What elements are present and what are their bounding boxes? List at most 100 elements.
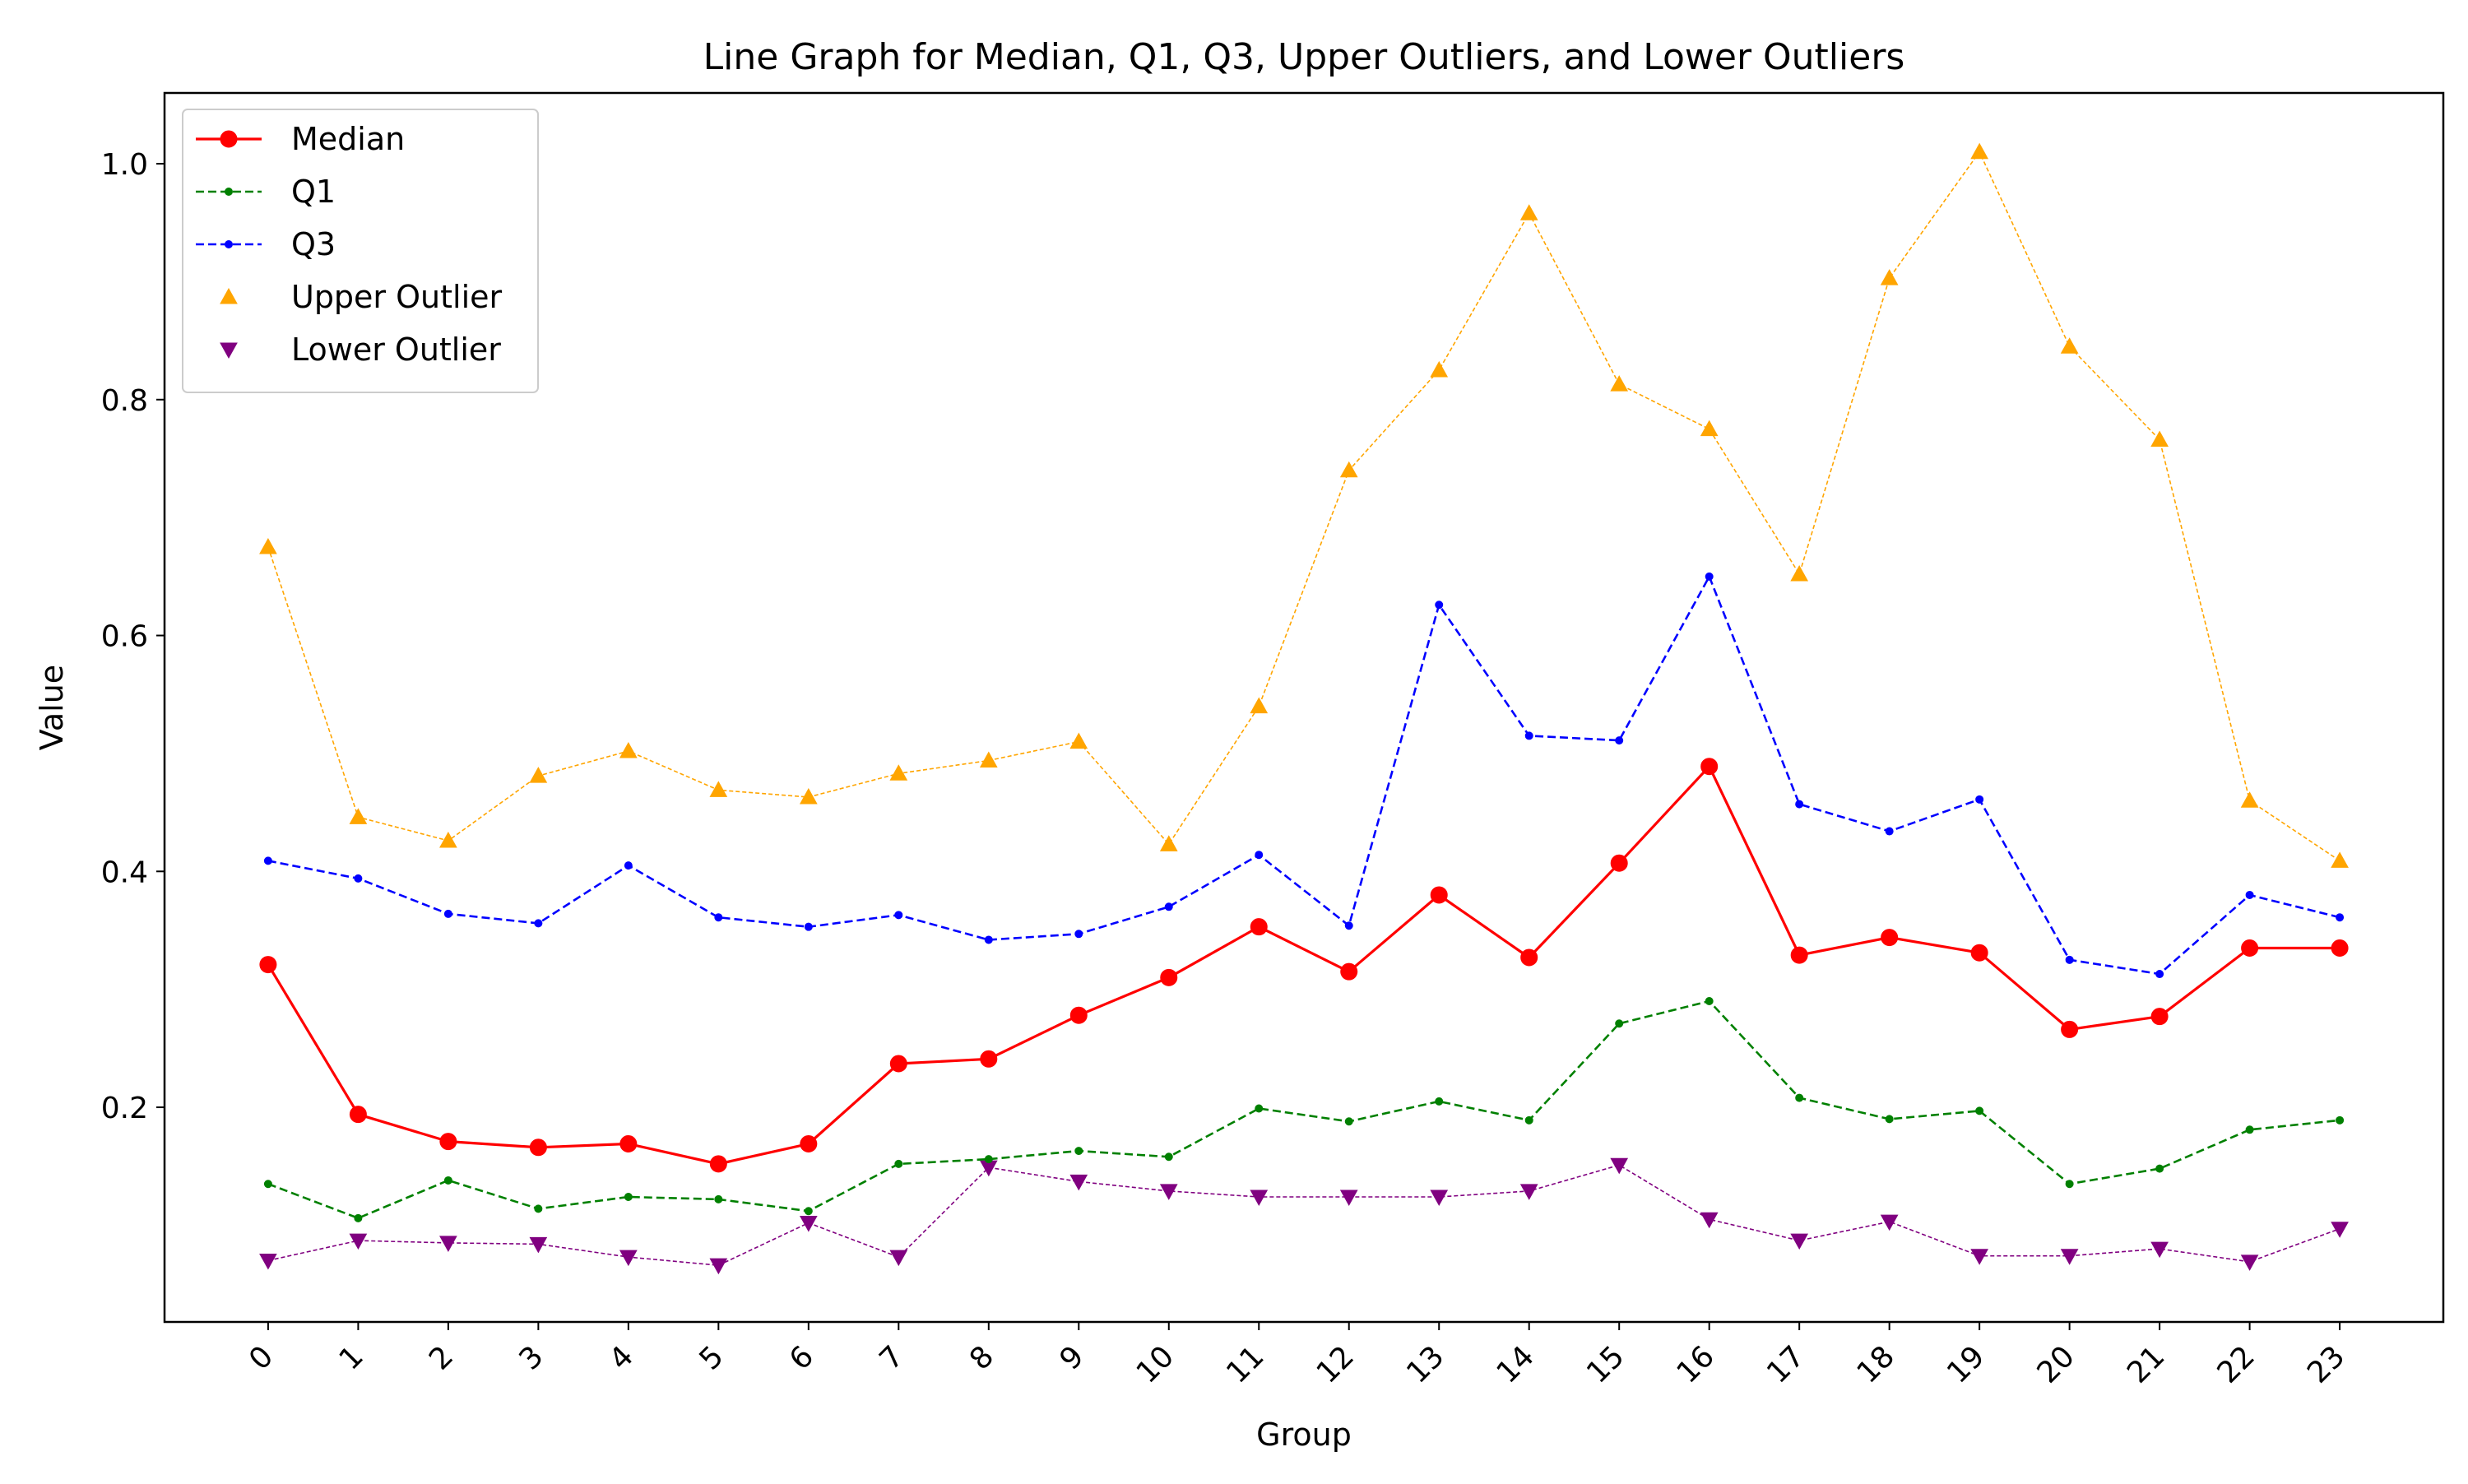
q1-point-4 — [624, 1193, 633, 1202]
q1-point-0 — [263, 1180, 272, 1189]
q1-point-2 — [443, 1176, 452, 1185]
q3-point-12 — [1344, 921, 1353, 930]
upper-outlier-point-8 — [979, 751, 998, 768]
lower-outlier-point-15 — [1610, 1157, 1629, 1175]
q3-point-6 — [804, 922, 813, 931]
median-point-16 — [1700, 758, 1719, 776]
upper-outlier-point-9 — [1069, 732, 1088, 749]
series-line-lower-outlier — [267, 1164, 2340, 1266]
upper-outlier-point-20 — [2060, 337, 2079, 354]
q1-point-12 — [1344, 1117, 1353, 1126]
y-tick-label-0.4: 0.4 — [101, 856, 148, 889]
lower-outlier-point-10 — [1159, 1184, 1178, 1200]
median-point-3 — [529, 1139, 547, 1157]
q3-point-19 — [1975, 795, 1984, 804]
upper-outlier-point-13 — [1430, 360, 1449, 378]
q3-point-17 — [1795, 800, 1804, 809]
median-point-2 — [439, 1133, 457, 1151]
q1-point-11 — [1255, 1104, 1264, 1113]
y-axis-label: Value — [34, 665, 70, 750]
q1-point-5 — [714, 1194, 723, 1203]
y-tick-label-0.2: 0.2 — [101, 1092, 148, 1125]
upper-outlier-point-19 — [1970, 142, 1988, 160]
q1-point-20 — [2065, 1180, 2074, 1189]
q1-point-16 — [1705, 997, 1714, 1006]
q1-point-3 — [534, 1204, 543, 1213]
q1-point-21 — [2155, 1164, 2164, 1173]
legend-label-median: Median — [291, 121, 405, 157]
upper-outlier-point-15 — [1610, 375, 1629, 392]
lower-outlier-point-1 — [349, 1233, 368, 1250]
lower-outlier-point-5 — [709, 1258, 728, 1275]
upper-outlier-point-7 — [889, 764, 908, 781]
median-point-18 — [1881, 929, 1899, 947]
lower-outlier-point-6 — [799, 1216, 818, 1232]
upper-outlier-point-11 — [1250, 697, 1269, 714]
median-point-23 — [2331, 939, 2349, 957]
series-q1 — [263, 997, 2345, 1222]
median-point-14 — [1520, 948, 1538, 967]
median-point-0 — [259, 956, 277, 974]
q1-point-14 — [1524, 1115, 1533, 1125]
q3-point-7 — [894, 911, 903, 920]
legend-marker-lower-outlier — [220, 342, 238, 359]
median-point-21 — [2150, 1008, 2169, 1026]
median-point-12 — [1340, 962, 1358, 981]
legend-label-q3: Q3 — [291, 226, 336, 262]
legend-entry-q3: Q3 — [196, 226, 336, 262]
q1-point-19 — [1975, 1106, 1984, 1115]
lower-outlier-point-11 — [1250, 1190, 1269, 1207]
lower-outlier-point-16 — [1700, 1212, 1719, 1229]
q3-point-1 — [354, 874, 363, 883]
lower-outlier-point-7 — [889, 1250, 908, 1267]
median-point-15 — [1610, 854, 1628, 872]
y-tick-label-0.6: 0.6 — [101, 620, 148, 654]
median-point-9 — [1069, 1006, 1088, 1024]
lower-outlier-point-2 — [439, 1236, 457, 1252]
q3-point-2 — [443, 909, 452, 918]
legend-label-lower-outlier: Lower Outlier — [291, 332, 501, 368]
lower-outlier-point-13 — [1430, 1190, 1449, 1207]
upper-outlier-point-17 — [1790, 564, 1809, 582]
median-point-1 — [349, 1106, 367, 1124]
q1-point-13 — [1435, 1097, 1444, 1106]
upper-outlier-point-18 — [1880, 269, 1899, 285]
q1-point-23 — [2336, 1115, 2345, 1125]
lower-outlier-point-21 — [2150, 1241, 2169, 1259]
lower-outlier-point-17 — [1790, 1233, 1809, 1250]
q3-point-22 — [2245, 890, 2254, 899]
q3-point-13 — [1435, 601, 1444, 610]
series-lower-outlier — [259, 1157, 2349, 1275]
median-point-22 — [2241, 939, 2259, 957]
q3-point-5 — [714, 913, 723, 922]
legend-label-upper-outlier: Upper Outlier — [291, 279, 503, 315]
series-line-q3 — [267, 575, 2340, 976]
q3-point-15 — [1615, 736, 1624, 745]
legend-marker-q1 — [225, 188, 233, 196]
q3-point-21 — [2155, 970, 2164, 979]
q1-point-18 — [1885, 1115, 1894, 1124]
legend-label-q1: Q1 — [291, 174, 336, 210]
legend-entry-q1: Q1 — [196, 174, 336, 210]
legend-marker-q3 — [225, 240, 233, 248]
y-tick-label-0.8: 0.8 — [101, 384, 148, 418]
q1-point-17 — [1795, 1093, 1804, 1102]
median-point-13 — [1430, 886, 1448, 904]
legend-marker-upper-outlier — [220, 287, 238, 304]
upper-outlier-point-2 — [439, 831, 457, 848]
upper-outlier-point-21 — [2150, 430, 2169, 448]
q1-point-7 — [894, 1159, 903, 1168]
lower-outlier-point-19 — [1970, 1249, 1988, 1265]
upper-outlier-point-14 — [1519, 204, 1538, 220]
median-point-4 — [619, 1134, 638, 1152]
q1-point-1 — [354, 1213, 363, 1222]
legend: Median Q1 Q3 Upper Outlier Lower Outlier — [182, 109, 539, 393]
q1-point-22 — [2245, 1125, 2254, 1134]
chart-title: Line Graph for Median, Q1, Q3, Upper Out… — [703, 36, 1905, 78]
upper-outlier-point-0 — [259, 537, 277, 554]
q1-point-8 — [984, 1155, 993, 1164]
legend-entry-upper-outlier: Upper Outlier — [220, 279, 503, 315]
q3-point-14 — [1524, 731, 1533, 740]
